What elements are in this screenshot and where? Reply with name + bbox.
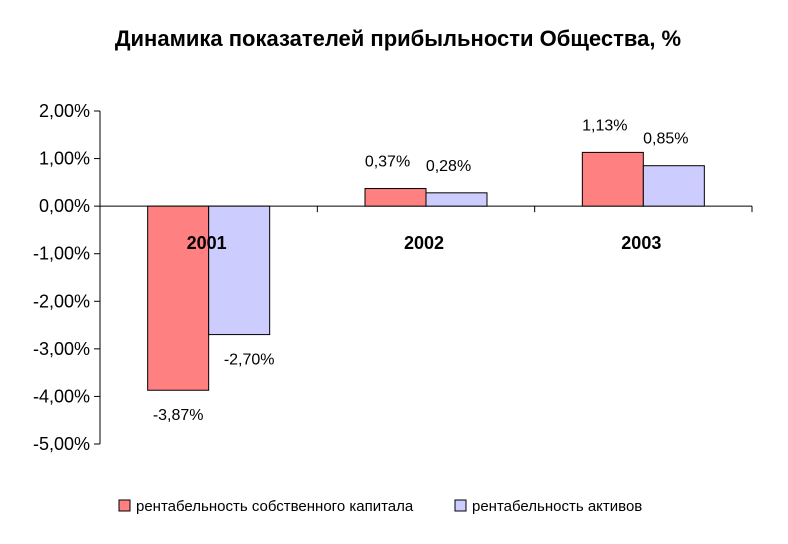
chart-title: Динамика показателей прибыльности Общест… (115, 26, 681, 51)
data-label: -3,87% (153, 407, 204, 424)
data-label: 0,28% (426, 158, 471, 175)
data-labels: -3,87% -2,70% 2001 0,37% 0,28% 2002 1,13% 0,85%… (153, 117, 689, 424)
x-tick-label: 2002 (404, 233, 444, 253)
legend: рентабельность собственного капитала рент… (118, 498, 642, 515)
data-label: 0,37% (365, 154, 410, 171)
y-tick-label: -2,00% (33, 291, 90, 311)
y-tick-label: -5,00% (33, 434, 90, 454)
bar-2002-series-2 (425, 192, 488, 207)
y-tick-label: -4,00% (33, 386, 90, 406)
y-tick-label: -3,00% (33, 339, 90, 359)
legend-label: рентабельность собственного капитала (136, 498, 414, 515)
bar-2003-series-2 (642, 165, 705, 207)
x-tick-label: 2001 (187, 233, 227, 253)
legend-swatch (454, 499, 467, 512)
data-label: 0,85% (643, 131, 688, 148)
y-tick-label: -1,00% (33, 244, 90, 264)
bars (147, 151, 705, 391)
data-label: -2,70% (224, 352, 275, 369)
x-tick-label: 2003 (621, 233, 661, 253)
bar-2002-series-1 (364, 188, 427, 207)
y-tick-label: 2,00% (39, 101, 90, 121)
data-label: 1,13% (582, 117, 627, 134)
y-tick-label: 1,00% (39, 149, 90, 169)
y-tick-label: 0,00% (39, 196, 90, 216)
bar-2001-series-1 (147, 205, 210, 391)
legend-label: рентабельность активов (472, 498, 642, 515)
legend-swatch (118, 499, 131, 512)
bar-2003-series-1 (581, 151, 644, 207)
bar-2001-series-2 (208, 205, 271, 336)
